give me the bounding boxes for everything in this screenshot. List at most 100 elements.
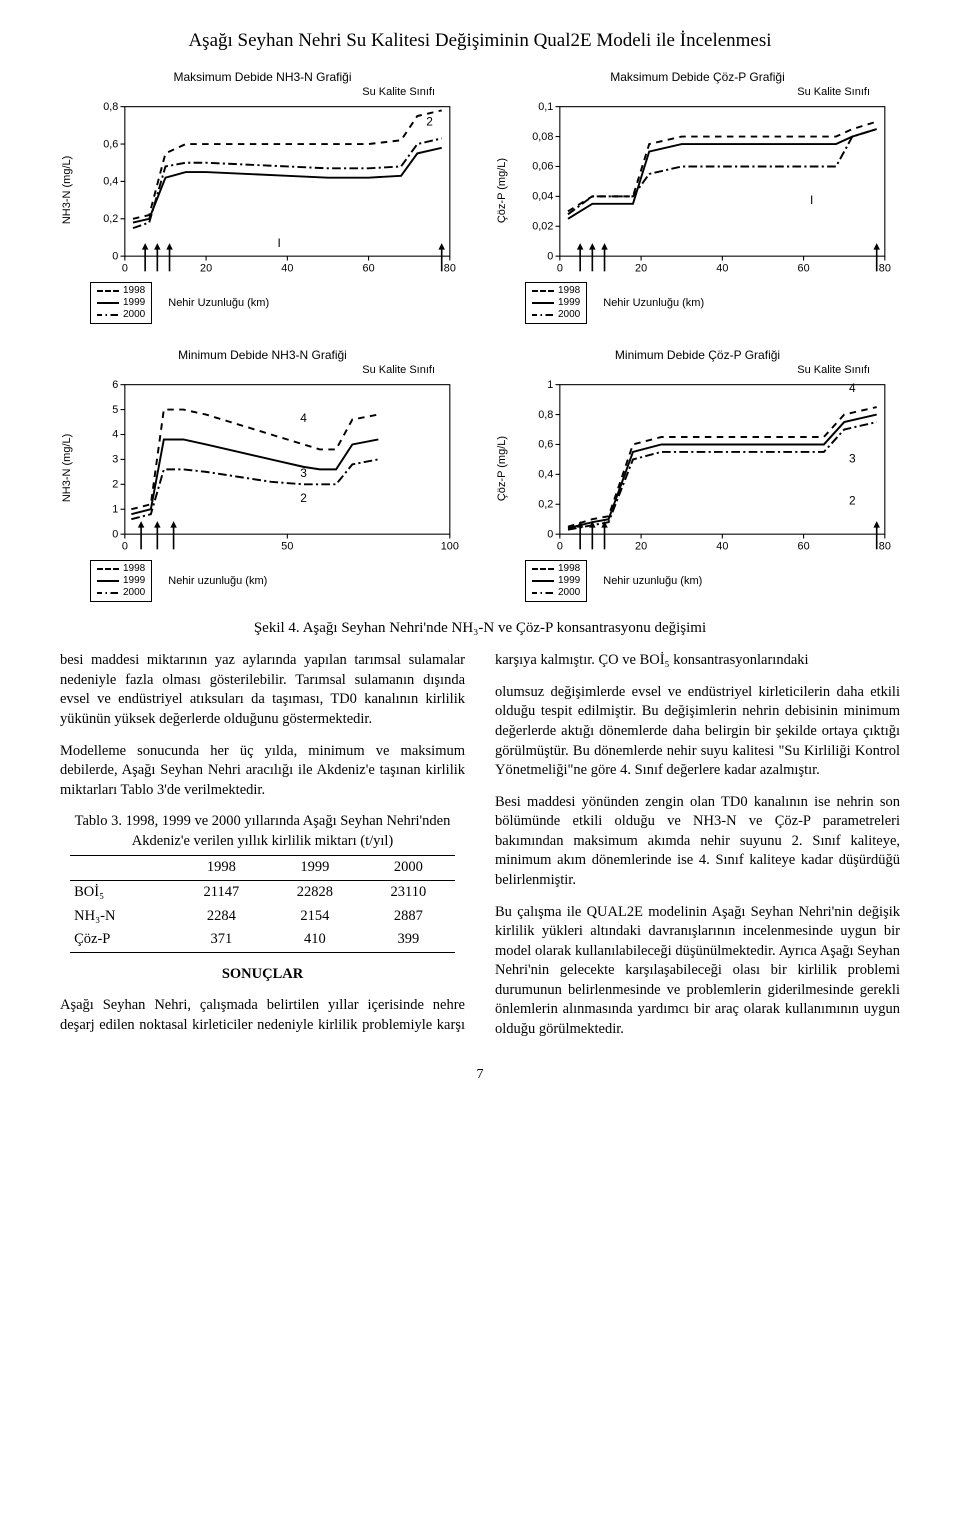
table-header [70,856,175,881]
svg-text:80: 80 [879,262,891,274]
chart-bottom-right: Minimum Debide Çöz-P Grafiği Su Kalite Sı… [495,348,900,602]
body-paragraph: besi maddesi miktarının yaz aylarında ya… [60,651,465,729]
svg-text:40: 40 [716,540,728,552]
table-cell: 410 [268,928,362,952]
svg-text:1: 1 [547,379,553,391]
svg-text:3: 3 [112,454,118,466]
chart-xlabel: Nehir Uzunluğu (km) [603,297,704,309]
svg-text:I: I [278,236,281,250]
svg-text:0,8: 0,8 [538,409,553,421]
chart-legend: 199819992000 [525,282,587,324]
svg-text:4: 4 [300,411,307,425]
svg-text:4: 4 [849,381,856,395]
svg-text:2: 2 [426,114,433,128]
svg-text:0: 0 [557,262,563,274]
charts-grid: Maksimum Debide NH3-N GrafiğiSu Kalite S… [60,70,900,602]
svg-text:0: 0 [122,262,128,274]
svg-text:0,8: 0,8 [103,101,118,113]
svg-text:4: 4 [112,429,118,441]
table-cell: 21147 [175,880,268,904]
svg-text:0,08: 0,08 [532,131,553,143]
chart-top-left: Maksimum Debide NH3-N GrafiğiSu Kalite S… [60,70,465,324]
chart-legend: 199819992000 [90,282,152,324]
data-table: 1998 1999 2000 BOİ₅ 21147 22828 23110 NH… [70,855,455,952]
svg-text:0,2: 0,2 [103,213,118,225]
table-cell: 399 [362,928,455,952]
svg-text:80: 80 [444,262,456,274]
page-number: 7 [60,1067,900,1083]
svg-text:0,4: 0,4 [103,176,118,188]
svg-text:I: I [810,193,813,207]
svg-text:3: 3 [849,452,856,466]
table-cell: 23110 [362,880,455,904]
svg-text:0: 0 [547,529,553,541]
svg-text:1: 1 [112,504,118,516]
table-cell: 371 [175,928,268,952]
chart-subtitle: Su Kalite Sınıfı [60,86,465,98]
svg-text:20: 20 [200,262,212,274]
chart-title: Maksimum Debide Çöz-P Grafiği [495,70,900,84]
svg-text:5: 5 [112,404,118,416]
legend-year: 1998 [123,285,145,297]
chart-title: Minimum Debide Çöz-P Grafiği [495,348,900,362]
svg-text:40: 40 [716,262,728,274]
chart-ylabel: Çöz-P (mg/L) [495,98,510,282]
svg-text:0,02: 0,02 [532,221,553,233]
table-header: 1999 [268,856,362,881]
chart-ylabel: NH3-N (mg/L) [60,376,75,560]
svg-text:0,6: 0,6 [538,439,553,451]
chart-subtitle: Su Kalite Sınıfı [60,364,465,376]
table-header: 1998 [175,856,268,881]
legend-year: 2000 [123,309,145,321]
figure-caption: Şekil 4. Aşağı Seyhan Nehri'nde NH₃-N ve… [60,620,900,637]
body-columns: besi maddesi miktarının yaz aylarında ya… [60,651,900,1043]
legend-year: 1999 [123,297,145,309]
svg-text:40: 40 [281,262,293,274]
chart-svg: 02040608000,20,40,60,81432 [510,376,900,560]
table-header: 2000 [362,856,455,881]
chart-title: Minimum Debide NH3-N Grafiği [60,348,465,362]
chart-legend: 199819992000 [525,560,587,602]
legend-year: 2000 [558,587,580,599]
svg-text:0: 0 [112,250,118,262]
table-cell: BOİ₅ [70,880,175,904]
legend-year: 1998 [558,285,580,297]
chart-xlabel: Nehir uzunluğu (km) [168,575,267,587]
chart-svg: 0 20 40 60 80 0 0,2 0,4 0,6 0,8 2 I [75,98,465,282]
svg-text:6: 6 [112,379,118,391]
legend-year: 1998 [123,563,145,575]
svg-text:100: 100 [441,540,459,552]
svg-text:0,06: 0,06 [532,161,553,173]
svg-text:0: 0 [112,529,118,541]
svg-text:2: 2 [112,479,118,491]
svg-text:50: 50 [281,540,293,552]
chart-xlabel: Nehir uzunluğu (km) [603,575,702,587]
table-cell: 2887 [362,905,455,929]
svg-text:0,6: 0,6 [103,138,118,150]
legend-year: 2000 [123,587,145,599]
svg-text:60: 60 [363,262,375,274]
chart-subtitle: Su Kalite Sınıfı [495,364,900,376]
chart-ylabel: Çöz-P (mg/L) [495,376,510,560]
svg-text:0: 0 [557,540,563,552]
svg-text:20: 20 [635,540,647,552]
svg-text:0,04: 0,04 [532,191,553,203]
body-paragraph: Bu çalışma ile QUAL2E modelinin Aşağı Se… [495,903,900,1040]
svg-text:3: 3 [300,466,307,480]
svg-text:60: 60 [798,262,810,274]
svg-text:2: 2 [300,491,307,505]
legend-year: 1998 [558,563,580,575]
legend-year: 1999 [123,575,145,587]
svg-text:20: 20 [635,262,647,274]
table-cell: 22828 [268,880,362,904]
body-paragraph: olumsuz değişimlerde evsel ve endüstriye… [495,683,900,781]
legend-year: 1999 [558,297,580,309]
section-heading: SONUÇLAR [60,965,465,985]
body-paragraph: Modelleme sonucunda her üç yılda, minimu… [60,742,465,801]
table-cell: 2154 [268,905,362,929]
svg-text:0: 0 [547,250,553,262]
chart-ylabel: NH3-N (mg/L) [60,98,75,282]
svg-text:0: 0 [122,540,128,552]
svg-text:60: 60 [798,540,810,552]
body-paragraph: Besi maddesi yönünden zengin olan TD0 ka… [495,793,900,891]
